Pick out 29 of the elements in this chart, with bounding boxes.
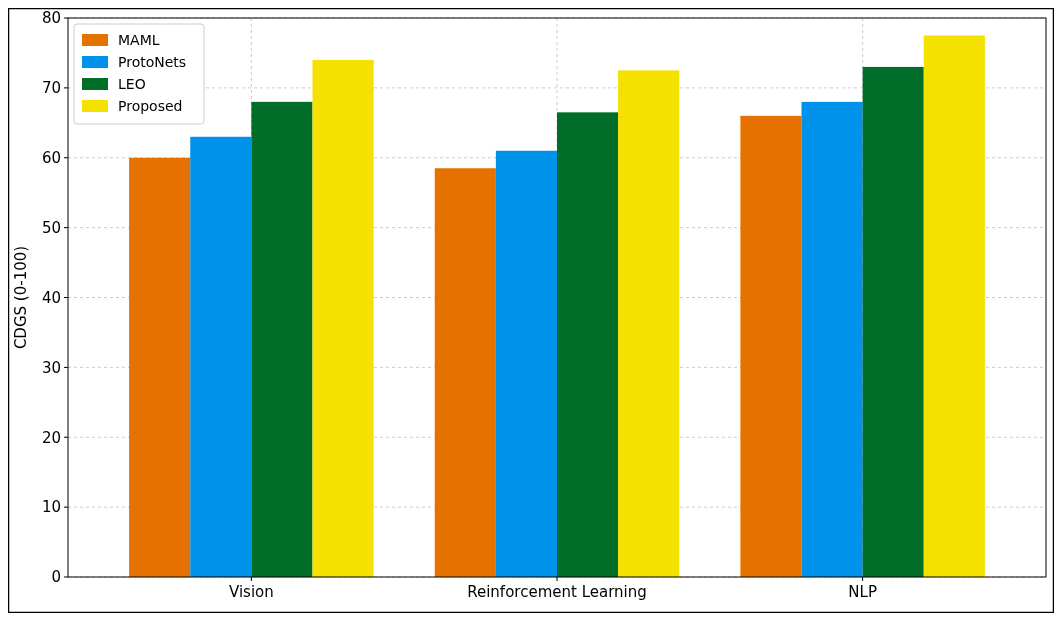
bar [740,115,802,577]
bar [557,112,619,577]
y-tick-label: 0 [51,568,61,587]
bar [801,101,863,577]
legend-label: ProtoNets [118,53,187,70]
bar [312,59,374,577]
bar [495,150,557,577]
bar [434,168,496,577]
y-tick-label: 10 [41,498,61,517]
y-axis-title: CDGS (0-100) [12,245,30,350]
y-tick-label: 30 [41,358,61,377]
bar [190,136,252,577]
bar [618,70,680,577]
y-tick-label: 40 [41,288,61,307]
bar [923,35,985,577]
bar [129,157,191,577]
y-tick-label: 60 [41,149,61,167]
legend-label: MAML [118,31,160,48]
y-tick-label: 80 [41,9,61,28]
x-tick-label: NLP [848,583,877,601]
x-tick-label: Vision [228,583,274,601]
x-tick-label: Reinforcement Learning [467,583,647,601]
legend-label: LEO [118,75,146,92]
y-tick-label: 50 [41,218,61,237]
y-tick-label: 20 [41,428,61,447]
bar [862,66,924,577]
bar [251,101,313,577]
y-tick-label: 70 [41,79,61,98]
legend-label: Proposed [118,97,183,114]
